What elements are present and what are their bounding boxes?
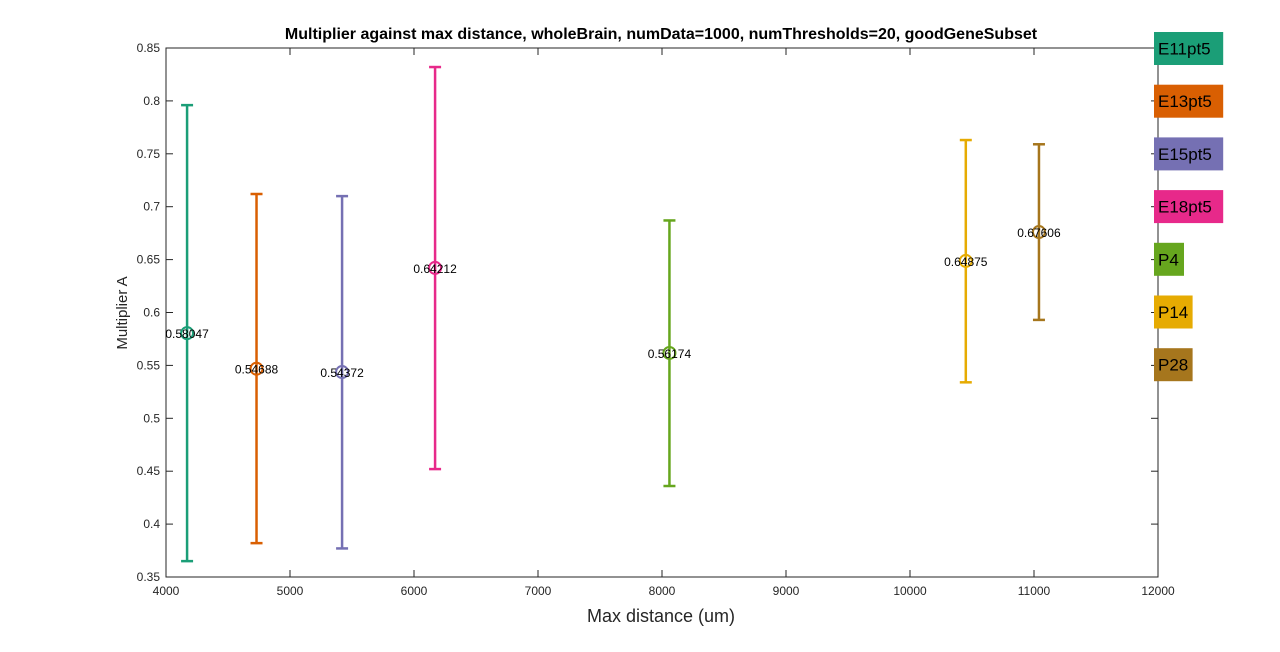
legend-item-P14: P14 (1154, 295, 1193, 329)
data-point (428, 260, 443, 275)
x-tick-label: 7000 (525, 584, 552, 598)
x-tick-label: 9000 (773, 584, 800, 598)
x-tick-label: 5000 (277, 584, 304, 598)
data-point (180, 326, 195, 341)
y-tick-label: 0.55 (137, 358, 161, 372)
x-tick-label: 6000 (401, 584, 428, 598)
legend-label: P4 (1158, 250, 1179, 269)
legend-item-E11pt5: E11pt5 (1154, 32, 1224, 65)
legend-swatch (1154, 190, 1224, 224)
y-tick-label: 0.8 (143, 94, 160, 108)
y-tick-label: 0.4 (143, 517, 160, 531)
data-point (662, 345, 677, 360)
legend-swatch (1154, 84, 1224, 118)
legend-label: P28 (1158, 356, 1188, 375)
series-E11pt5 (180, 103, 195, 563)
legend-item-P4: P4 (1154, 242, 1184, 276)
data-label: 0.67606 (1017, 226, 1061, 240)
x-tick-label: 12000 (1141, 584, 1175, 598)
data-point (958, 253, 973, 268)
y-axis-label: Multiplier A (114, 276, 131, 349)
y-tick-label: 0.75 (137, 147, 161, 161)
legend: E11pt5 E13pt5 E15pt5 E18pt5 P4 P14 P28 (1154, 32, 1224, 382)
data-label: 0.56174 (648, 347, 692, 361)
data-label: 0.54688 (235, 363, 279, 377)
y-tick-label: 0.5 (143, 411, 160, 425)
legend-label: E15pt5 (1158, 145, 1212, 164)
y-tick-label: 0.85 (137, 41, 161, 55)
x-axis-label: Max distance (um) (587, 606, 735, 626)
x-tick-label: 11000 (1018, 584, 1051, 598)
legend-item-E15pt5: E15pt5 (1154, 137, 1224, 171)
series-P14 (958, 138, 973, 384)
legend-swatch (1154, 242, 1184, 276)
legend-label: E13pt5 (1158, 92, 1212, 111)
y-tick-label: 0.45 (137, 464, 161, 478)
data-label: 0.64875 (944, 255, 988, 269)
legend-label: E11pt5 (1158, 40, 1211, 59)
error-bars (180, 65, 1046, 563)
series-P4 (662, 219, 677, 488)
x-tick-label: 10000 (893, 584, 927, 598)
legend-label: E18pt5 (1158, 198, 1212, 217)
data-point (249, 361, 264, 376)
x-tick-label: 8000 (649, 584, 676, 598)
chart-title: Multiplier against max distance, wholeBr… (285, 26, 1038, 43)
legend-swatch (1154, 348, 1193, 382)
data-label: 0.64212 (413, 262, 457, 276)
legend-swatch (1154, 295, 1193, 329)
x-tick-label: 4000 (153, 584, 180, 598)
legend-label: P14 (1158, 303, 1188, 322)
legend-item-E18pt5: E18pt5 (1154, 190, 1224, 224)
series-E13pt5 (249, 192, 264, 545)
series-E18pt5 (428, 65, 443, 471)
data-label: 0.54372 (320, 366, 364, 380)
legend-swatch (1154, 32, 1224, 65)
y-tick-label: 0.35 (137, 570, 161, 584)
data-point (335, 365, 350, 380)
data-point (1031, 225, 1046, 240)
series-P28 (1031, 143, 1046, 322)
legend-item-P28: P28 (1154, 348, 1193, 382)
legend-item-E13pt5: E13pt5 (1154, 84, 1224, 118)
data-label: 0.58047 (165, 327, 209, 341)
data-labels: 0.58047 0.54688 0.54372 0.64212 0.56174 0.648… (165, 226, 1061, 380)
plot-area (165, 47, 1159, 578)
series-E15pt5 (335, 194, 350, 550)
y-tick-label: 0.7 (143, 200, 160, 214)
legend-swatch (1154, 137, 1224, 171)
axis-ticks: 4000 5000 6000 7000 8000 9000 10000 11000 12000 0… (137, 41, 1175, 598)
y-tick-label: 0.65 (137, 253, 161, 267)
y-tick-label: 0.6 (143, 306, 160, 320)
